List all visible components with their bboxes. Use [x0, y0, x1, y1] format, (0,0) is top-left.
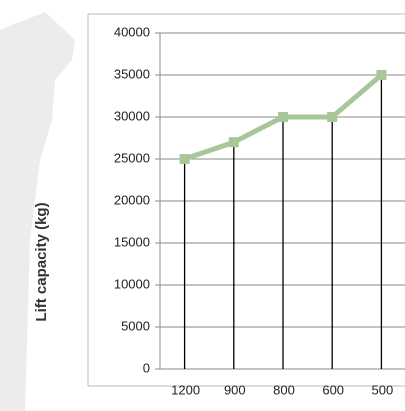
- x-tick-label: 600: [322, 382, 344, 397]
- chart-frame: [87, 13, 405, 387]
- data-point: [228, 137, 239, 148]
- y-tick-label: 25000: [114, 150, 150, 165]
- data-point: [179, 154, 190, 164]
- y-tick-label: 15000: [114, 234, 150, 249]
- y-tick-label: 30000: [114, 108, 150, 123]
- y-tick-label: 20000: [114, 192, 150, 207]
- y-axis-label: Lift capacity (kg): [33, 202, 50, 321]
- x-tick-label: 900: [224, 382, 246, 397]
- data-point: [327, 112, 338, 122]
- x-tick-label: 1200: [171, 382, 200, 397]
- y-tick-label: 35000: [114, 66, 150, 81]
- y-tick-label: 10000: [114, 276, 150, 291]
- data-point: [278, 112, 288, 122]
- y-tick-label: 40000: [114, 24, 150, 39]
- data-point: [376, 70, 387, 80]
- x-tick-label: 500: [372, 382, 394, 397]
- background-silhouette: [0, 12, 75, 411]
- y-tick-label: 0: [143, 360, 150, 375]
- y-tick-label: 5000: [121, 318, 150, 333]
- x-tick-label: 800: [273, 382, 295, 397]
